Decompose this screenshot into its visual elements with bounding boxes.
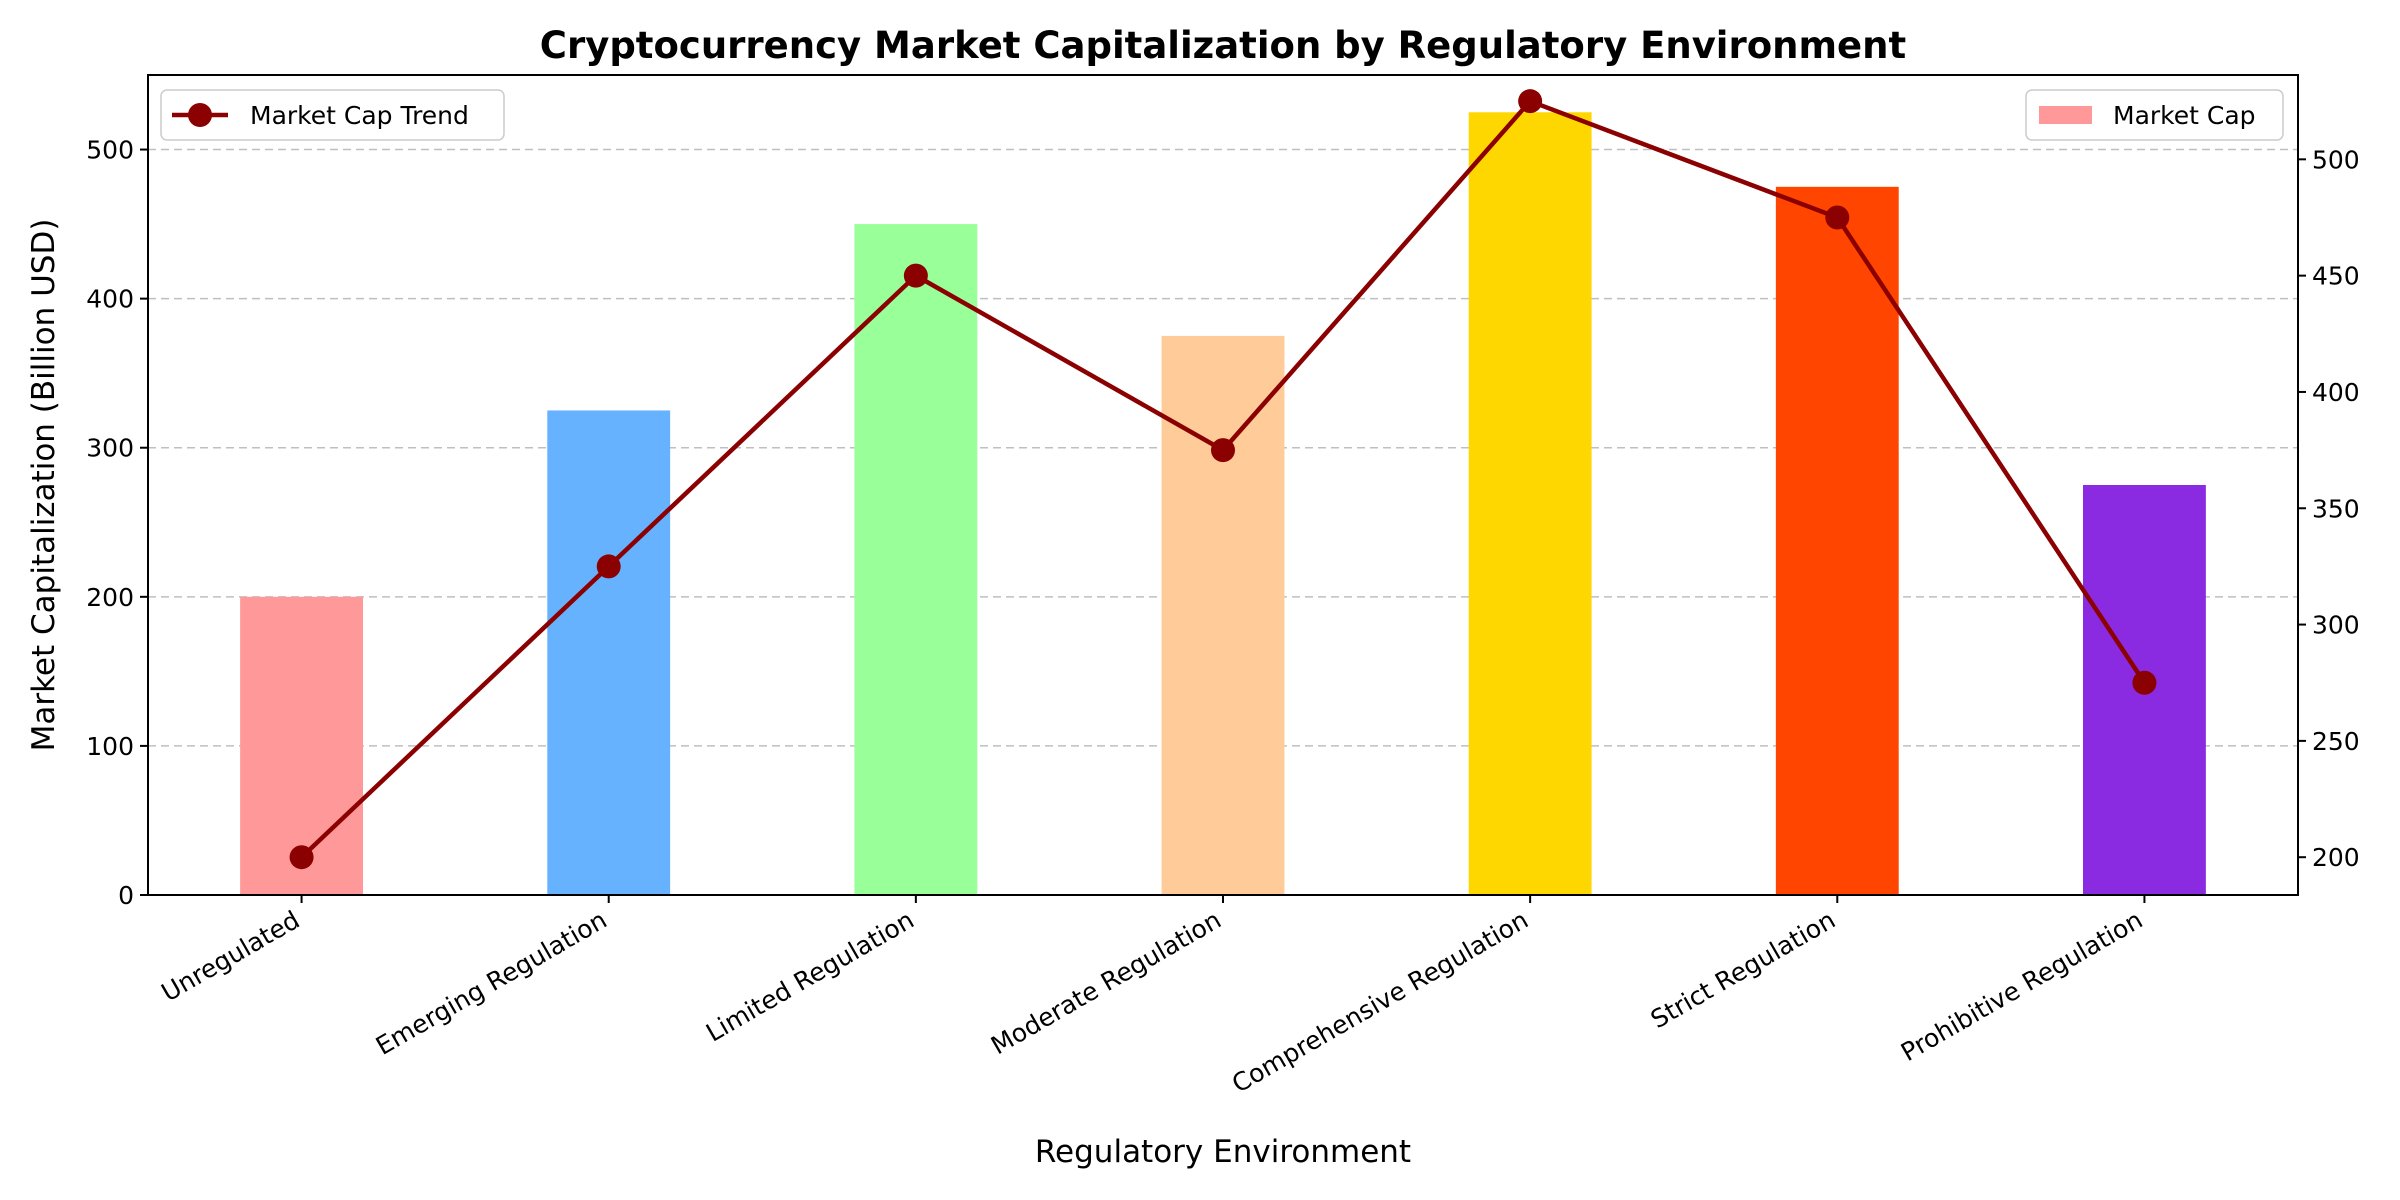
- trend-marker: [2132, 670, 2157, 695]
- bar-strict-regulation: [1775, 186, 1899, 895]
- bar-comprehensive-regulation: [1468, 112, 1592, 896]
- trend-marker: [1518, 89, 1543, 114]
- bar-emerging-regulation: [547, 410, 671, 895]
- gridlines: [148, 148, 2298, 747]
- y2-tick-label: 300: [2312, 611, 2360, 640]
- y2-tick-label: 450: [2312, 262, 2360, 291]
- legend-bar-swatch: [2039, 106, 2092, 124]
- bar-limited-regulation: [854, 224, 978, 895]
- legends: Market Cap Trend Market Cap: [160, 89, 2284, 141]
- y2-tick-label: 500: [2312, 145, 2360, 174]
- trend-marker: [1825, 205, 1850, 230]
- y2-tick-label: 200: [2312, 843, 2360, 872]
- trend-line-layer: [289, 89, 2157, 870]
- y-tick-label: 100: [86, 732, 134, 761]
- legend-box-right: [2025, 89, 2284, 141]
- y2-tick-label: 350: [2312, 494, 2360, 523]
- trend-marker: [596, 554, 621, 579]
- chart-title: Cryptocurrency Market Capitalization by …: [540, 24, 1906, 67]
- trend-marker: [903, 263, 928, 288]
- trend-marker: [1211, 438, 1235, 463]
- legend-label-trend: Market Cap Trend: [250, 101, 469, 130]
- bar-moderate-regulation: [1161, 335, 1285, 896]
- y-tick-label: 300: [86, 434, 134, 463]
- y2-tick-label: 400: [2312, 378, 2360, 407]
- legend-label-market-cap: Market Cap: [2113, 101, 2256, 130]
- y-tick-label: 200: [86, 583, 134, 612]
- trend-marker: [289, 845, 314, 870]
- legend-line-marker: [188, 103, 212, 127]
- legend-box-left: [160, 89, 505, 141]
- y-tick-label: 0: [118, 881, 134, 910]
- y-tick-label: 400: [86, 285, 134, 314]
- x-axis-label: Regulatory Environment: [1035, 1134, 1411, 1170]
- y2-tick-label: 250: [2312, 727, 2360, 756]
- y-axis-label: Market Capitalization (Billion USD): [26, 219, 62, 752]
- y-tick-label: 500: [86, 136, 134, 165]
